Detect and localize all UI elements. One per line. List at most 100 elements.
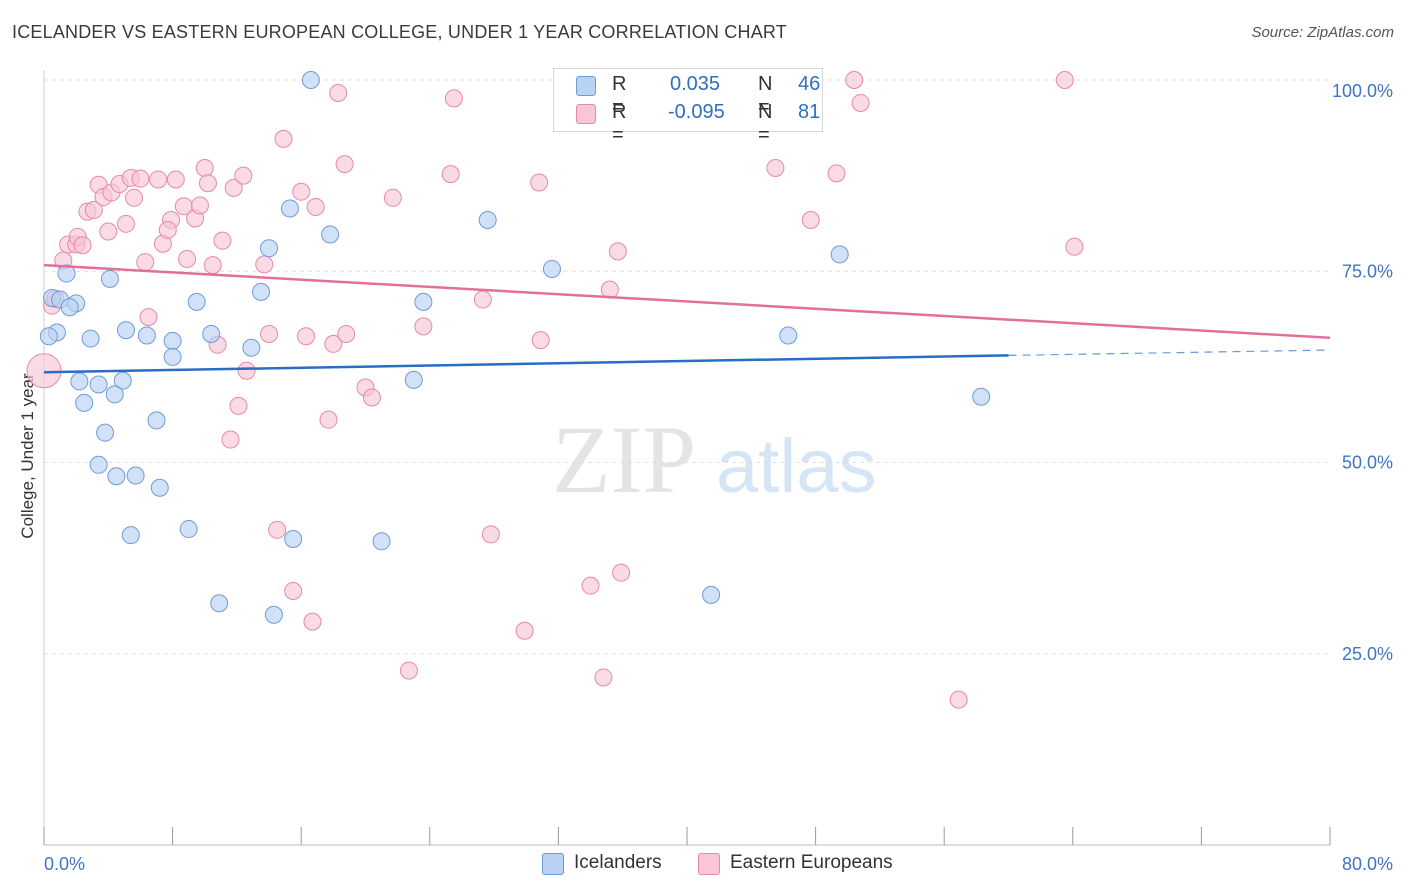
- watermark-atlas: atlas: [716, 424, 877, 509]
- eastern-europeans-r-value: -0.095: [668, 101, 725, 123]
- eastern-europeans-point: [268, 520, 287, 539]
- eastern-europeans-point: [383, 188, 402, 207]
- eastern-europeans-point: [136, 253, 155, 272]
- eastern-europeans-point: [195, 158, 214, 177]
- icelanders-point: [280, 199, 299, 218]
- eastern-europeans-point: [399, 661, 418, 680]
- x-tick-label-max: 80.0%: [1342, 854, 1393, 874]
- eastern-europeans-point: [229, 396, 248, 415]
- eastern-europeans-point: [444, 89, 463, 108]
- icelanders-point: [57, 264, 76, 283]
- eastern-europeans-point: [166, 170, 185, 189]
- eastern-europeans-point: [324, 334, 343, 353]
- eastern-europeans-trend-line: [43, 263, 1331, 340]
- icelanders-point: [96, 423, 115, 442]
- y-tick-label-50: 50.0%: [1342, 453, 1393, 473]
- eastern-europeans-point: [473, 290, 492, 309]
- icelanders-point: [137, 326, 156, 345]
- eastern-europeans-point: [203, 256, 222, 275]
- eastern-europeans-point: [581, 576, 600, 595]
- eastern-europeans-point: [125, 188, 144, 207]
- icelanders-point: [75, 393, 94, 412]
- eastern-europeans-point: [255, 255, 274, 274]
- eastern-europeans-point: [319, 410, 338, 429]
- eastern-europeans-point: [149, 170, 168, 189]
- icelanders-point: [105, 385, 124, 404]
- eastern-europeans-point: [414, 317, 433, 336]
- eastern-europeans-legend-label: Eastern Europeans: [730, 852, 893, 873]
- icelanders-point: [121, 526, 140, 545]
- x-tick-label-min: 0.0%: [44, 854, 85, 874]
- icelanders-point: [830, 245, 849, 264]
- n-label: N =: [758, 101, 773, 146]
- icelanders-trend-extension: [1008, 349, 1331, 356]
- icelanders-point: [210, 594, 229, 613]
- eastern-europeans-point: [99, 222, 118, 241]
- eastern-europeans-n-value: 81: [798, 101, 821, 123]
- icelanders-point: [321, 225, 340, 244]
- eastern-europeans-point: [481, 525, 500, 544]
- eastern-europeans-point: [335, 155, 354, 174]
- eastern-europeans-point: [329, 84, 348, 103]
- icelanders-point: [542, 259, 561, 278]
- eastern-europeans-point: [260, 324, 279, 343]
- icelanders-point: [89, 375, 108, 394]
- y-tick-label-25: 25.0%: [1342, 644, 1393, 664]
- watermark-zip: ZIP: [552, 406, 696, 513]
- icelanders-point: [264, 605, 283, 624]
- icelanders-point: [284, 530, 303, 548]
- icelanders-point: [147, 411, 166, 430]
- icelanders-point: [242, 338, 261, 357]
- eastern-europeans-point: [284, 582, 303, 601]
- icelanders-point: [702, 585, 721, 604]
- eastern-europeans-point: [274, 129, 293, 148]
- icelanders-point: [404, 370, 423, 389]
- icelanders-point: [89, 455, 108, 474]
- icelanders-point: [478, 210, 497, 229]
- eastern-europeans-point: [766, 158, 785, 177]
- icelanders-point: [60, 298, 79, 317]
- icelanders-point: [301, 71, 320, 89]
- eastern-europeans-point: [26, 353, 62, 389]
- eastern-europeans-point: [306, 197, 325, 216]
- eastern-europeans-point: [531, 331, 550, 350]
- eastern-europeans-point: [178, 250, 197, 269]
- eastern-europeans-point: [234, 166, 253, 185]
- icelanders-point: [39, 327, 58, 346]
- eastern-europeans-point: [84, 201, 103, 220]
- eastern-europeans-point: [441, 165, 460, 184]
- icelanders-legend-swatch: [542, 853, 564, 875]
- icelanders-point: [372, 532, 391, 551]
- n-label: N =: [758, 73, 773, 118]
- eastern-europeans-point: [608, 242, 627, 261]
- eastern-europeans-point: [1055, 71, 1074, 89]
- eastern-europeans-point: [198, 174, 217, 193]
- stats-legend: R = 0.035 N = 46 R = -0.095 N = 81: [553, 68, 823, 146]
- eastern-europeans-point: [213, 231, 232, 250]
- icelanders-point: [202, 324, 221, 343]
- icelanders-point: [107, 467, 126, 486]
- eastern-europeans-point: [801, 210, 820, 229]
- icelanders-point: [126, 466, 145, 485]
- eastern-europeans-point: [337, 324, 356, 343]
- eastern-europeans-legend-swatch: [698, 853, 720, 875]
- chart-source: Source: ZipAtlas.com: [1251, 24, 1394, 41]
- icelanders-point: [150, 478, 169, 497]
- eastern-europeans-point: [515, 621, 534, 640]
- eastern-europeans-point: [224, 178, 243, 197]
- eastern-europeans-point: [612, 563, 631, 582]
- eastern-europeans-point: [116, 214, 135, 233]
- icelanders-point: [163, 347, 182, 366]
- icelanders-point: [187, 292, 206, 311]
- eastern-europeans-point: [1065, 237, 1084, 256]
- eastern-europeans-swatch: [576, 104, 596, 124]
- icelanders-point: [252, 282, 271, 301]
- icelanders-legend-label: Icelanders: [574, 852, 662, 873]
- icelanders-point: [179, 520, 198, 539]
- eastern-europeans-point: [949, 690, 968, 709]
- y-tick-label-100: 100.0%: [1332, 81, 1393, 101]
- eastern-europeans-point: [73, 236, 92, 255]
- icelanders-point: [100, 269, 119, 288]
- icelanders-point: [70, 372, 89, 391]
